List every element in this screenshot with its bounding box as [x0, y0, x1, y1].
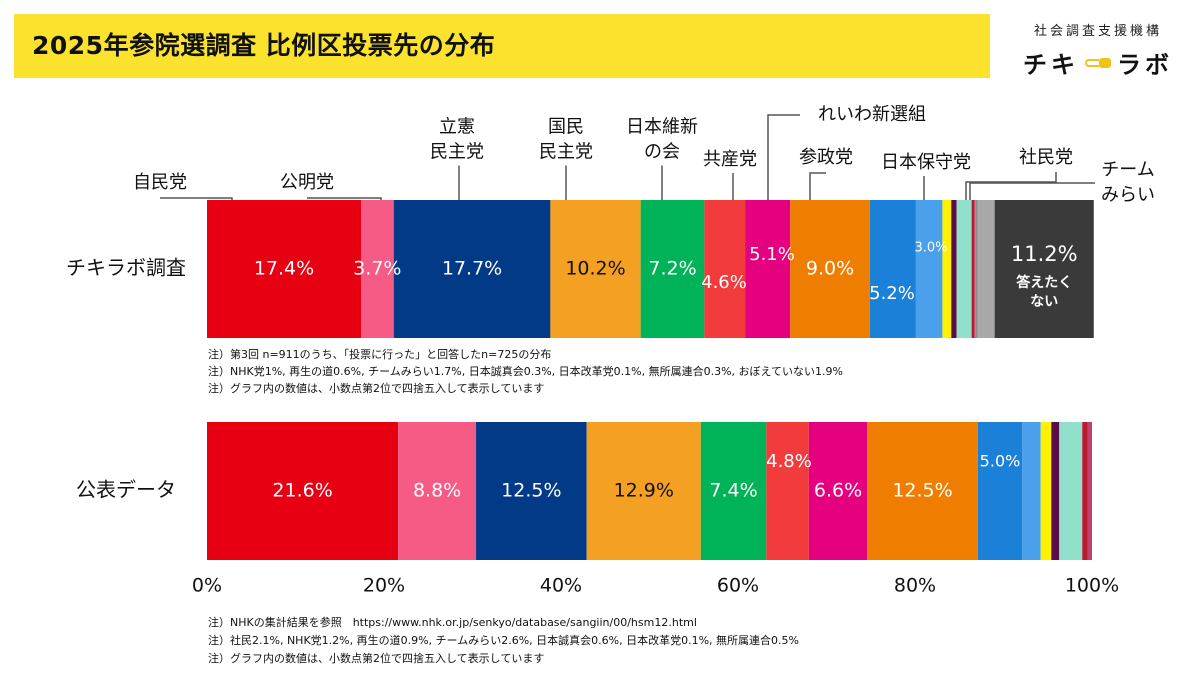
survey-note-1: 注）第3回 n=911のうち、「投票に行った」と回答したn=725の分布 [208, 348, 552, 361]
leader-line [809, 172, 826, 200]
title-banner: 2025年参院選調査 比例区投票先の分布 [14, 14, 990, 78]
bar-value-label: 17.7% [442, 258, 502, 280]
bar-value-label: 4.8% [766, 451, 812, 472]
bar-value-label: 8.8% [413, 480, 461, 502]
x-tick-label: 80% [894, 575, 936, 597]
leader-line [969, 182, 1095, 200]
bar-segment [1040, 422, 1052, 560]
party-label: 日本維新 [626, 117, 698, 138]
bar-segment [956, 200, 972, 338]
bar-value-label: 17.4% [254, 258, 314, 280]
party-label: 民主党 [539, 142, 593, 163]
bar-segment [207, 200, 361, 338]
official-note-2: 注）社民2.1%, NHK党1.2%, 再生の道0.9%, チームみらい2.6%… [208, 634, 799, 647]
bar-segment [393, 200, 551, 338]
official-note-3: 注）グラフ内の数値は、小数点第2位で四捨五入して表示しています [208, 652, 545, 665]
x-tick-label: 40% [540, 575, 582, 597]
bar-segment [1087, 422, 1092, 560]
bar-value-label: 7.4% [709, 480, 757, 502]
bar-segment [951, 200, 957, 338]
party-label: 民主党 [430, 142, 484, 163]
bar-segment [790, 200, 870, 338]
bar-value-label: 3.0% [914, 241, 947, 256]
bar-value-label: 7.2% [648, 258, 696, 280]
party-label: 自民党 [133, 172, 187, 193]
party-label: 公明党 [280, 172, 334, 193]
bar-segment [398, 422, 477, 560]
leader-line [767, 114, 800, 200]
bar-segment [700, 422, 767, 560]
bar-segment [942, 200, 952, 338]
org-logo: 社会調査支援機構 チキ ラボ [1018, 20, 1178, 80]
party-label: の会 [644, 142, 680, 163]
party-label: 日本保守党 [881, 152, 971, 173]
party-label: 社民党 [1019, 147, 1073, 168]
bar-value-label: 3.7% [353, 258, 401, 280]
x-tick-label: 20% [363, 575, 405, 597]
bar-segment [1022, 422, 1041, 560]
bar-segment [360, 200, 394, 338]
bar-sub-label: 答えたく [1016, 274, 1072, 291]
party-label: れいわ新選組 [818, 104, 926, 125]
bar-value-label: 10.2% [565, 258, 625, 280]
bar-segment [975, 200, 978, 338]
bar-value-label: 12.5% [892, 480, 952, 502]
survey-note-2: 注）NHK党1%, 再生の道0.6%, チームみらい1.7%, 日本誠真会0.3… [208, 365, 843, 378]
logo-text-right: ラボ [1117, 51, 1173, 79]
x-tick-label: 100% [1065, 575, 1119, 597]
bar-segment [869, 200, 916, 338]
bar-value-label: 12.5% [501, 480, 561, 502]
bar-segment [1051, 422, 1060, 560]
bar-segment [974, 200, 976, 338]
logo-text-left: チキ [1023, 51, 1079, 79]
bar-value-label: 5.2% [869, 283, 915, 304]
bar-segment [476, 422, 587, 560]
x-tick-label: 0% [192, 575, 222, 597]
row-label: チキラボ調査 [66, 256, 186, 280]
bar-segment [994, 200, 1094, 338]
survey-note-3: 注）グラフ内の数値は、小数点第2位で四捨五入して表示しています [208, 382, 545, 395]
bar-value-label: 4.6% [701, 272, 747, 293]
bar-segment [207, 422, 399, 560]
bar-segment [915, 200, 943, 338]
bar-segment [808, 422, 868, 560]
x-tick-label: 60% [717, 575, 759, 597]
leader-line [965, 172, 1057, 200]
bar-value-label: 6.6% [814, 480, 862, 502]
bar-segment [704, 200, 746, 338]
page-title: 2025年参院選調査 比例区投票先の分布 [32, 31, 496, 60]
bar-segment [586, 422, 701, 560]
bar-segment [977, 422, 1023, 560]
bar-value-label: 5.1% [749, 244, 795, 265]
bar-segment [1059, 422, 1083, 560]
leader-line [160, 197, 233, 200]
bar-sub-label: ない [1030, 294, 1058, 310]
leader-line [307, 197, 382, 200]
party-label: 国民 [548, 117, 584, 138]
bar-segment [745, 200, 791, 338]
bar-segment [766, 422, 809, 560]
bar-value-label: 9.0% [806, 258, 854, 280]
bar-segment [550, 200, 641, 338]
bar-segment [640, 200, 705, 338]
party-label: 参政党 [799, 147, 853, 168]
bar-value-label: 12.9% [614, 480, 674, 502]
org-name: 社会調査支援機構 [1033, 24, 1162, 39]
row-label: 公表データ [76, 478, 176, 502]
bar-value-label: 21.6% [272, 480, 332, 502]
bar-segment [971, 200, 975, 338]
bar-segment [977, 200, 995, 338]
party-label: チーム [1101, 160, 1154, 181]
logo: チキ ラボ [1018, 45, 1178, 80]
bar-value-label: 11.2% [1011, 242, 1078, 266]
bar-segment [1082, 422, 1088, 560]
bar-segment [867, 422, 978, 560]
party-label: 共産党 [703, 149, 757, 170]
logo-mark-icon [1085, 57, 1111, 69]
bar-value-label: 5.0% [980, 452, 1021, 471]
official-note-1: 注）NHKの集計結果を参照 https://www.nhk.or.jp/senk… [208, 616, 697, 629]
party-label: みらい [1101, 185, 1155, 206]
party-label: 立憲 [439, 116, 475, 138]
